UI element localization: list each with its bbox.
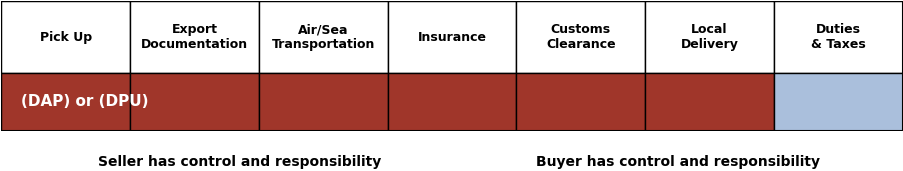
Text: Export
Documentation: Export Documentation	[141, 23, 247, 51]
Text: Customs
Clearance: Customs Clearance	[545, 23, 615, 51]
Text: Insurance: Insurance	[417, 31, 486, 44]
Bar	[130, 73, 258, 131]
Bar	[387, 73, 516, 131]
Bar	[2, 73, 130, 131]
Text: Duties
& Taxes: Duties & Taxes	[810, 23, 865, 51]
Bar	[130, 1, 258, 73]
Bar	[40, 150, 85, 171]
Text: Seller has control and responsibility: Seller has control and responsibility	[98, 155, 381, 169]
Bar	[645, 73, 773, 131]
Bar	[516, 73, 645, 131]
Bar	[516, 1, 645, 73]
Bar	[773, 73, 901, 131]
Bar	[773, 1, 901, 73]
Text: Local
Delivery: Local Delivery	[680, 23, 738, 51]
Text: (DAP) or (DPU): (DAP) or (DPU)	[21, 94, 148, 109]
Text: Air/Sea
Transportation: Air/Sea Transportation	[271, 23, 375, 51]
Text: Buyer has control and responsibility: Buyer has control and responsibility	[535, 155, 819, 169]
Bar	[387, 1, 516, 73]
Bar	[258, 73, 387, 131]
Bar	[2, 1, 130, 73]
Bar	[645, 1, 773, 73]
Bar	[258, 1, 387, 73]
Bar	[477, 150, 522, 171]
Text: Pick Up: Pick Up	[40, 31, 92, 44]
